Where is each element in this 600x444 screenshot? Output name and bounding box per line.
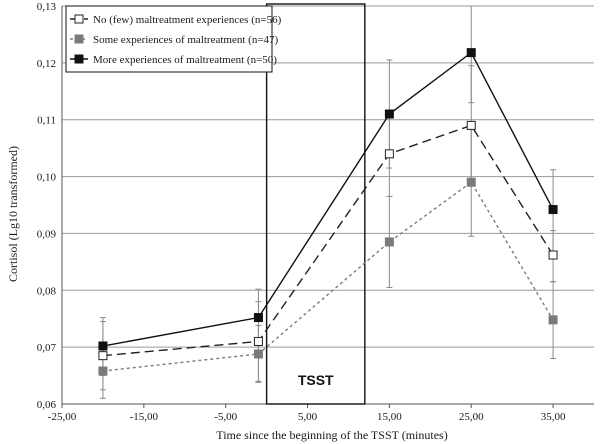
tsst-box [265, 3, 366, 405]
legend-swatch-marker [74, 14, 84, 24]
x-axis-title: Time since the beginning of the TSST (mi… [216, 428, 447, 442]
x-tick-label: 25,00 [459, 411, 484, 423]
x-tick-label: 15,00 [377, 411, 402, 423]
data-point [98, 351, 108, 361]
y-axis-title: Cortisol (Lg10 transformed) [6, 146, 20, 282]
y-tick-labels: 0,06 0,07 0,08 0,09 0,10 0,11 0,12 0,13 [37, 1, 57, 411]
legend-entry: No (few) maltreatment experiences (n=56) [93, 14, 282, 26]
x-tick-label: -25,00 [48, 411, 77, 423]
y-tick-label: 0,09 [37, 228, 57, 240]
data-point [384, 237, 394, 247]
x-tick-labels: -25,00 -15,00 -5,00 5,00 15,00 25,00 35,00 [48, 404, 566, 423]
legend-swatch-marker [74, 34, 84, 44]
data-point [466, 48, 476, 58]
data-point [384, 109, 394, 119]
y-tick-label: 0,08 [37, 285, 57, 297]
tsst-label: TSST [298, 372, 334, 388]
data-point [548, 315, 558, 325]
data-point [253, 313, 263, 323]
data-point [548, 250, 558, 260]
legend: No (few) maltreatment experiences (n=56)… [65, 5, 282, 73]
series-line [102, 124, 554, 357]
series-line [102, 51, 554, 347]
legend-swatch-marker [74, 54, 84, 64]
data-point [98, 366, 108, 376]
series-markers [98, 48, 558, 376]
series-lines [102, 51, 554, 372]
legend-entry: More experiences of maltreatment (n=50) [93, 54, 277, 66]
series-line [102, 181, 554, 372]
x-tick-label: 5,00 [298, 411, 318, 423]
y-tick-label: 0,10 [37, 172, 57, 184]
x-tick-label: -5,00 [214, 411, 237, 423]
legend-box [65, 5, 273, 73]
data-point [253, 349, 263, 359]
y-tick-label: 0,07 [37, 342, 57, 354]
y-tick-label: 0,12 [37, 58, 56, 70]
x-tick-label: 35,00 [541, 411, 566, 423]
y-tick-label: 0,13 [37, 1, 57, 13]
data-point [384, 149, 394, 159]
data-point [466, 120, 476, 130]
x-tick-label: -15,00 [130, 411, 159, 423]
data-point [253, 336, 263, 346]
data-point [548, 205, 558, 215]
legend-entry: Some experiences of maltreatment (n=47) [93, 34, 279, 46]
data-point [466, 177, 476, 187]
y-tick-label: 0,11 [37, 115, 56, 127]
tsst-annotation: TSST [265, 3, 366, 405]
y-tick-label: 0,06 [37, 399, 57, 411]
data-point [98, 341, 108, 351]
